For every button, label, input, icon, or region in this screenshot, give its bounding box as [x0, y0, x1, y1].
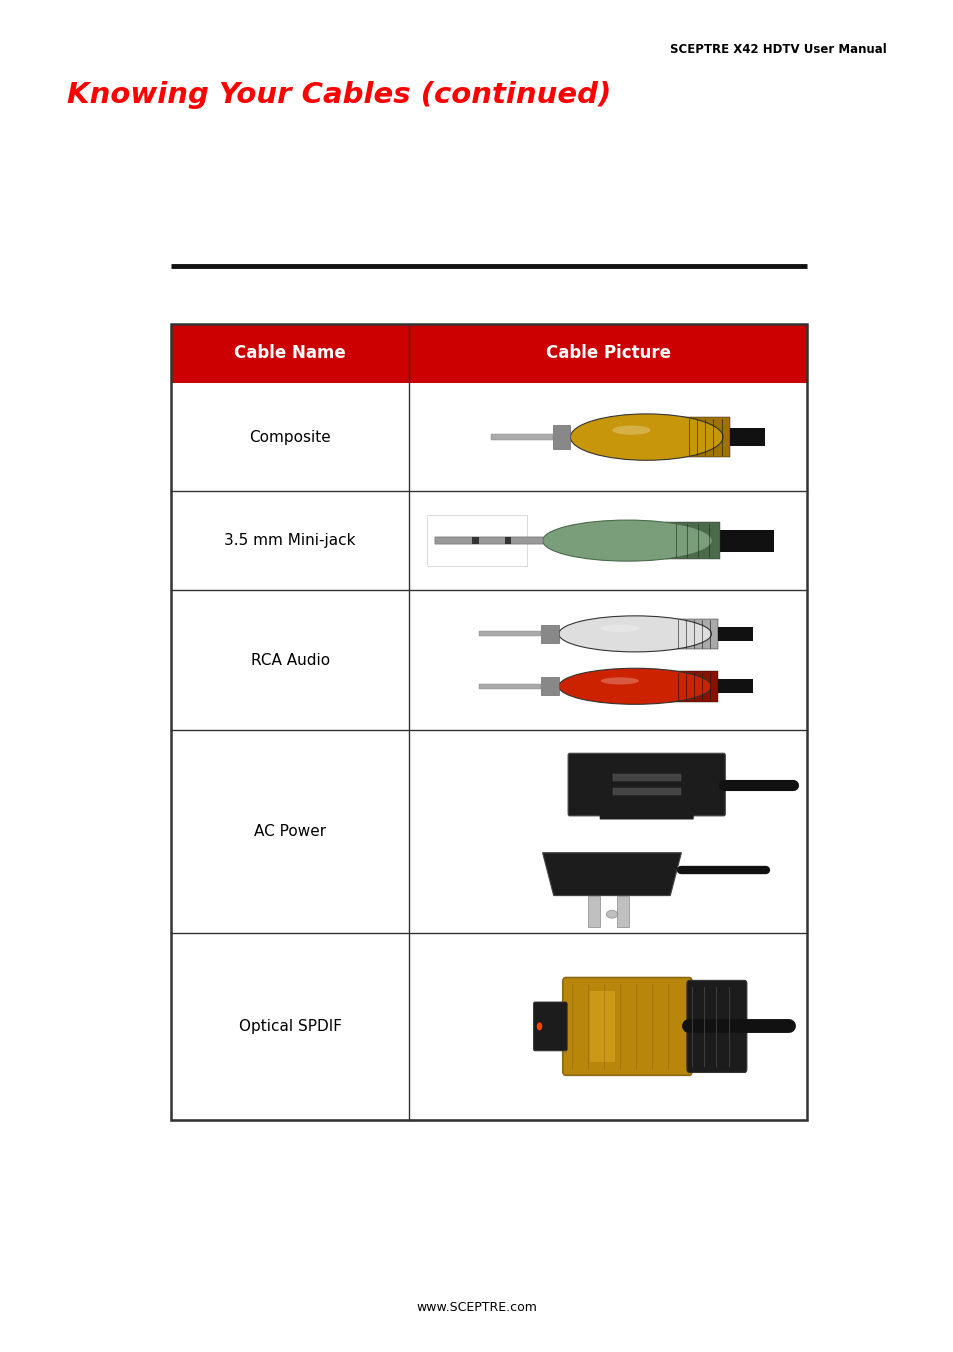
- Text: Cable Picture: Cable Picture: [545, 345, 670, 362]
- Text: Optical SPDIF: Optical SPDIF: [238, 1019, 341, 1034]
- Bar: [669, 619, 718, 649]
- Text: Cable Name: Cable Name: [234, 345, 346, 362]
- Bar: [695, 427, 764, 446]
- Bar: [553, 426, 570, 449]
- FancyBboxPatch shape: [599, 806, 693, 819]
- FancyBboxPatch shape: [568, 753, 724, 815]
- Ellipse shape: [570, 414, 722, 460]
- Ellipse shape: [558, 668, 711, 704]
- Bar: [478, 631, 541, 637]
- Ellipse shape: [542, 521, 712, 561]
- Bar: [541, 625, 558, 644]
- Bar: [541, 677, 558, 695]
- Bar: [472, 538, 478, 544]
- Bar: [665, 522, 719, 560]
- Bar: [590, 991, 615, 1063]
- Bar: [587, 895, 599, 926]
- Bar: [478, 684, 541, 690]
- Text: Knowing Your Cables (continued): Knowing Your Cables (continued): [67, 81, 610, 110]
- FancyBboxPatch shape: [533, 1002, 567, 1051]
- Text: RCA Audio: RCA Audio: [251, 653, 330, 668]
- Bar: [617, 895, 629, 926]
- Bar: [427, 515, 527, 566]
- Polygon shape: [542, 853, 680, 895]
- Ellipse shape: [558, 617, 711, 652]
- Bar: [435, 538, 542, 544]
- Bar: [435, 538, 542, 544]
- Ellipse shape: [606, 910, 617, 918]
- Bar: [171, 323, 806, 384]
- Text: Composite: Composite: [249, 430, 331, 445]
- Bar: [612, 775, 679, 781]
- Bar: [171, 323, 806, 1119]
- Text: 3.5 mm Mini-jack: 3.5 mm Mini-jack: [224, 533, 355, 548]
- Bar: [680, 418, 729, 457]
- Bar: [490, 434, 553, 441]
- Bar: [669, 671, 718, 702]
- Ellipse shape: [600, 677, 639, 684]
- Bar: [472, 538, 478, 544]
- Text: AC Power: AC Power: [253, 823, 326, 838]
- Bar: [683, 679, 752, 694]
- Ellipse shape: [537, 1022, 541, 1030]
- Ellipse shape: [612, 426, 650, 435]
- Bar: [612, 788, 679, 795]
- Bar: [504, 538, 511, 544]
- Bar: [504, 538, 511, 544]
- Text: SCEPTRE X42 HDTV User Manual: SCEPTRE X42 HDTV User Manual: [670, 43, 886, 57]
- FancyBboxPatch shape: [562, 977, 691, 1075]
- Text: www.SCEPTRE.com: www.SCEPTRE.com: [416, 1301, 537, 1314]
- Bar: [719, 530, 773, 552]
- FancyBboxPatch shape: [686, 980, 746, 1072]
- Ellipse shape: [600, 625, 639, 633]
- Bar: [683, 627, 752, 641]
